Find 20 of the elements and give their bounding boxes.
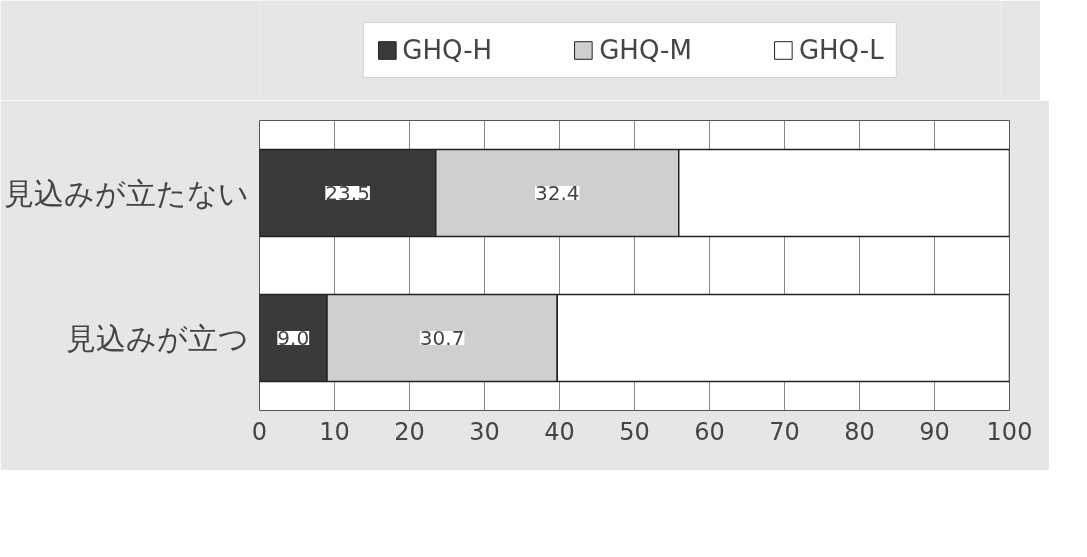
x-tick-label: 70 xyxy=(769,417,800,446)
x-tick-label: 30 xyxy=(469,417,500,446)
legend-label: GHQ-H xyxy=(402,35,493,65)
data-label: 23.5 xyxy=(325,181,370,205)
x-tick-label: 50 xyxy=(619,417,650,446)
y-tick-label: 見込みが立つ xyxy=(65,320,249,356)
data-label: 9.0 xyxy=(277,326,310,350)
y-tick-label: 見込みが立たない xyxy=(3,175,249,211)
data-label: 30.7 xyxy=(419,326,465,350)
x-tick-label: 100 xyxy=(986,417,1033,446)
x-tick-label: 10 xyxy=(319,417,350,446)
x-tick-label: 20 xyxy=(394,417,425,446)
legend-label: GHQ-L xyxy=(798,35,884,65)
x-tick-label: 60 xyxy=(694,417,725,446)
x-tick-label: 90 xyxy=(919,417,950,446)
x-tick-label: 80 xyxy=(844,417,875,446)
x-tick-label: 40 xyxy=(544,417,575,446)
legend-label: GHQ-M xyxy=(599,35,692,65)
x-tick-label: 0 xyxy=(251,417,268,446)
data-label: 32.4 xyxy=(534,181,580,205)
